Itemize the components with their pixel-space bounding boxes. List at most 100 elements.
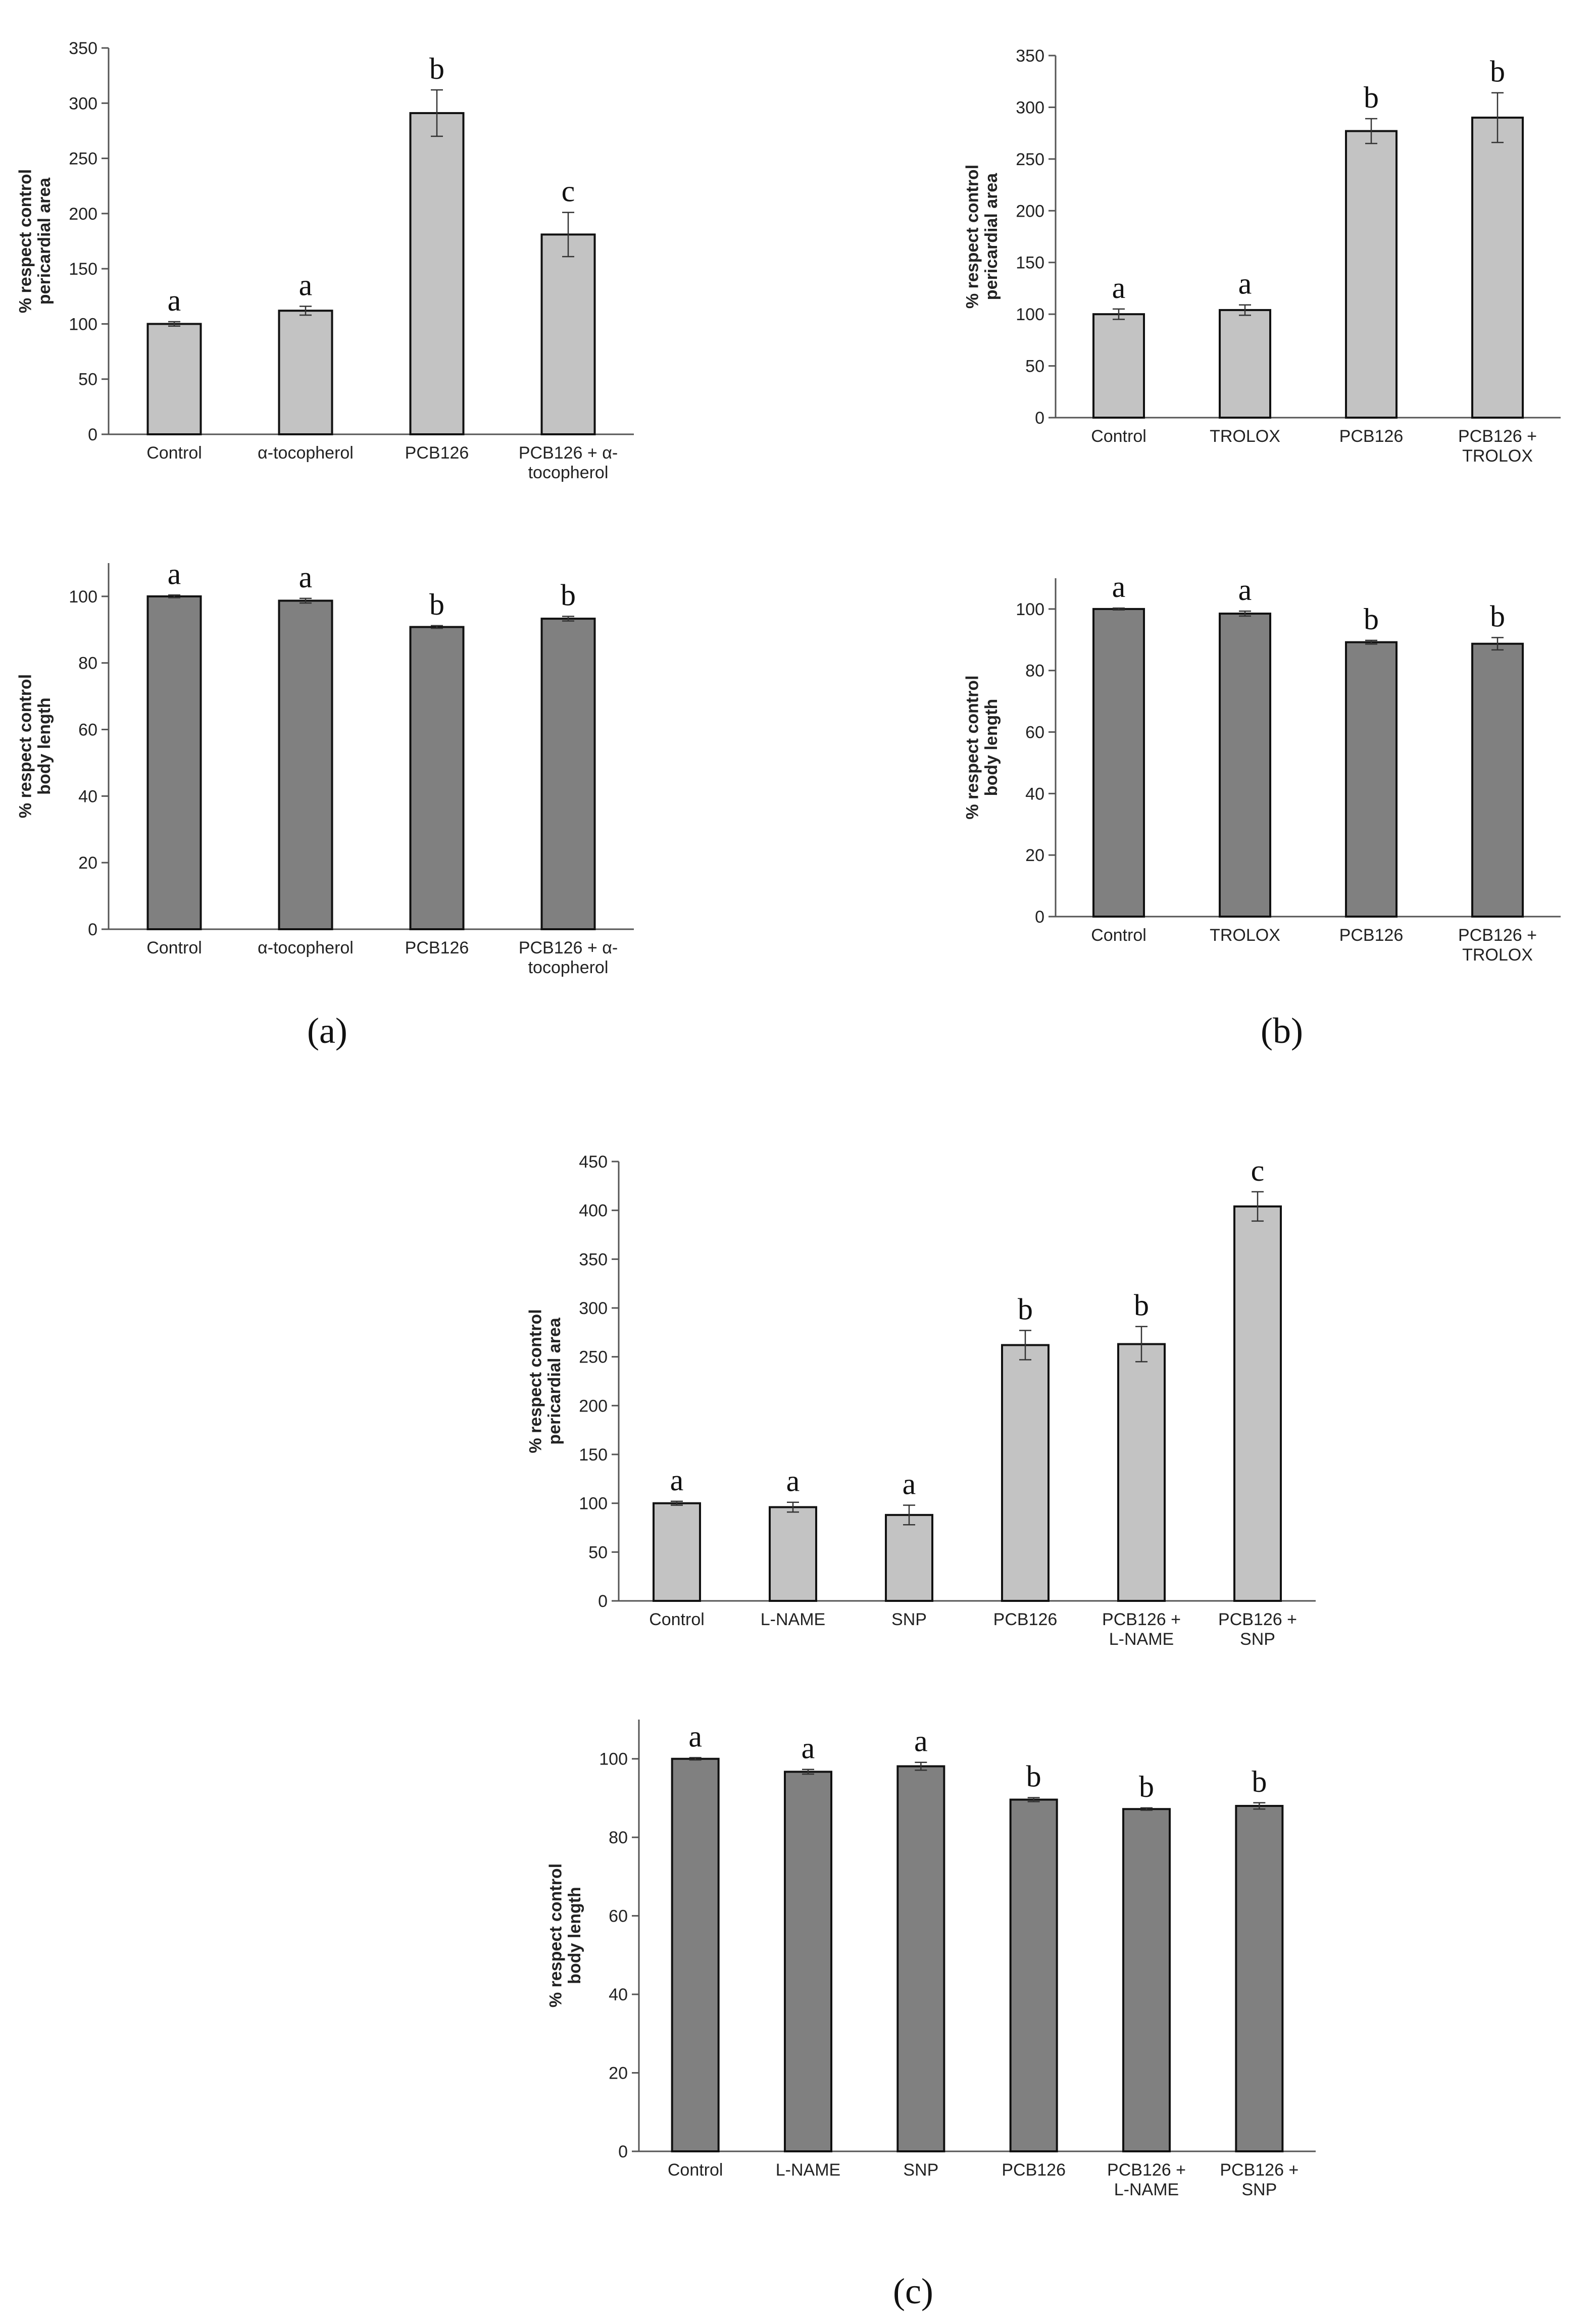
bar	[540, 618, 596, 930]
category-label-line: TROLOX	[1462, 446, 1533, 466]
y-axis-title-line: % respect control	[546, 1863, 566, 2007]
category-label-line: SNP	[1241, 2180, 1277, 2199]
category-label-line: PCB126	[993, 1610, 1058, 1629]
category-label-line: SNP	[903, 2160, 938, 2180]
bar	[1092, 313, 1145, 419]
bar	[278, 599, 333, 930]
bar	[1471, 642, 1524, 918]
bar	[784, 1771, 832, 2153]
y-axis-title-line: % respect control	[963, 675, 982, 819]
category-label: α-tocopherol	[258, 443, 354, 463]
y-tick-label: 60	[1025, 723, 1044, 742]
y-tick-label: 100	[579, 1494, 608, 1514]
category-label-line: PCB126	[405, 443, 469, 463]
category-label-line: α-tocopherol	[258, 443, 354, 463]
y-axis-title-line: pericardial area	[35, 177, 54, 305]
category-label: PCB126 + SNP	[1220, 2160, 1299, 2199]
y-tick-label: 450	[579, 1152, 608, 1172]
significance-label: a	[168, 284, 181, 317]
y-tick-label: 300	[69, 94, 97, 113]
category-label: PCB126 + α-tocopherol	[519, 443, 618, 482]
bar	[146, 595, 202, 930]
significance-label: c	[562, 175, 575, 208]
category-label: PCB126 + α-tocopherol	[519, 938, 618, 977]
significance-label: b	[1018, 1292, 1033, 1326]
chart-c-body-length: 0 20 40 60 80 100 % respect controlbody length…	[505, 1692, 1364, 2237]
category-label-line: Control	[146, 938, 202, 958]
chart-b-pericardial-area: 0 50 100 150 200 250 300 350 % respect controlpe…	[950, 30, 1596, 510]
y-tick-label: 0	[618, 2142, 628, 2161]
y-tick-label: 0	[88, 920, 97, 939]
category-label: SNP	[903, 2160, 938, 2180]
bar	[1117, 1343, 1166, 1602]
category-label: PCB126	[1002, 2160, 1066, 2180]
y-axis-title-line: body length	[565, 1887, 584, 1984]
category-label-line: SNP	[1240, 1630, 1275, 1649]
y-tick-label: 40	[609, 1985, 628, 2004]
y-tick-label: 100	[1016, 600, 1044, 619]
y-tick-label: 80	[609, 1828, 628, 1847]
bar	[1345, 130, 1398, 419]
y-tick-label: 40	[1025, 784, 1044, 803]
y-axis-title: % respect controlbody length	[546, 1863, 584, 2007]
significance-label: a	[786, 1465, 800, 1498]
y-tick-label: 20	[1025, 846, 1044, 865]
y-tick-label: 80	[1025, 662, 1044, 681]
significance-label: b	[429, 52, 444, 85]
category-label-line: TROLOX	[1462, 945, 1533, 965]
y-tick-label: 350	[579, 1250, 608, 1269]
category-label-line: TROLOX	[1210, 926, 1280, 945]
y-tick-label: 0	[598, 1592, 608, 1611]
category-label-line: L-NAME	[761, 1610, 825, 1629]
bar	[1219, 613, 1271, 918]
category-label: PCB126 + TROLOX	[1458, 427, 1537, 466]
category-label-line: PCB126 + α-	[519, 938, 618, 958]
y-tick-label: 60	[78, 721, 97, 740]
y-tick-label: 150	[579, 1445, 608, 1465]
significance-label: b	[1490, 600, 1505, 633]
y-tick-label: 350	[69, 39, 97, 58]
y-tick-label: 20	[609, 2064, 628, 2083]
category-label-line: L-NAME	[1114, 2180, 1179, 2199]
y-axis-title-line: body length	[35, 697, 54, 795]
y-tick-label: 250	[1016, 150, 1044, 169]
bar	[1471, 116, 1524, 419]
category-label-line: PCB126 +	[1102, 1610, 1181, 1629]
category-label-line: Control	[1091, 926, 1146, 945]
category-label-line: TROLOX	[1210, 427, 1280, 446]
significance-label: b	[1364, 81, 1379, 114]
y-tick-label: 200	[579, 1396, 608, 1416]
chart-svg: 0 50 100 150 200 250 300 350 % respect controlpe…	[963, 46, 1561, 466]
y-axis-title-line: % respect control	[963, 165, 982, 309]
significance-label: b	[1490, 55, 1505, 88]
category-label-line: PCB126	[1339, 427, 1404, 446]
bar	[146, 323, 202, 436]
significance-label: b	[561, 578, 576, 612]
chart-svg: 0 20 40 60 80 100 % respect controlbody length…	[546, 1720, 1316, 2199]
bar	[671, 1757, 720, 2152]
significance-label: a	[914, 1725, 928, 1758]
y-axis-title-line: body length	[982, 699, 1001, 796]
y-axis-title: % respect controlbody length	[963, 675, 1001, 819]
bar	[1122, 1808, 1171, 2152]
chart-svg: 0 20 40 60 80 100 % respect controlbody length…	[963, 570, 1561, 965]
bar	[1233, 1205, 1282, 1602]
category-label: PCB126	[1339, 427, 1404, 446]
category-label: SNP	[891, 1610, 927, 1629]
significance-label: b	[1134, 1289, 1149, 1322]
significance-label: a	[168, 557, 181, 590]
significance-label: a	[802, 1732, 815, 1765]
y-tick-label: 40	[78, 787, 97, 806]
category-label: Control	[668, 2160, 723, 2180]
y-tick-label: 0	[88, 425, 97, 444]
y-axis-title-line: % respect control	[526, 1309, 545, 1453]
significance-label: a	[1112, 570, 1126, 603]
significance-label: b	[1364, 602, 1379, 636]
category-label-line: SNP	[891, 1610, 927, 1629]
category-label-line: PCB126 +	[1218, 1610, 1297, 1629]
category-label-line: α-tocopherol	[258, 938, 354, 958]
category-label: TROLOX	[1210, 427, 1280, 446]
category-label: Control	[649, 1610, 705, 1629]
category-label-line: Control	[668, 2160, 723, 2180]
y-axis-title-line: pericardial area	[545, 1317, 564, 1444]
